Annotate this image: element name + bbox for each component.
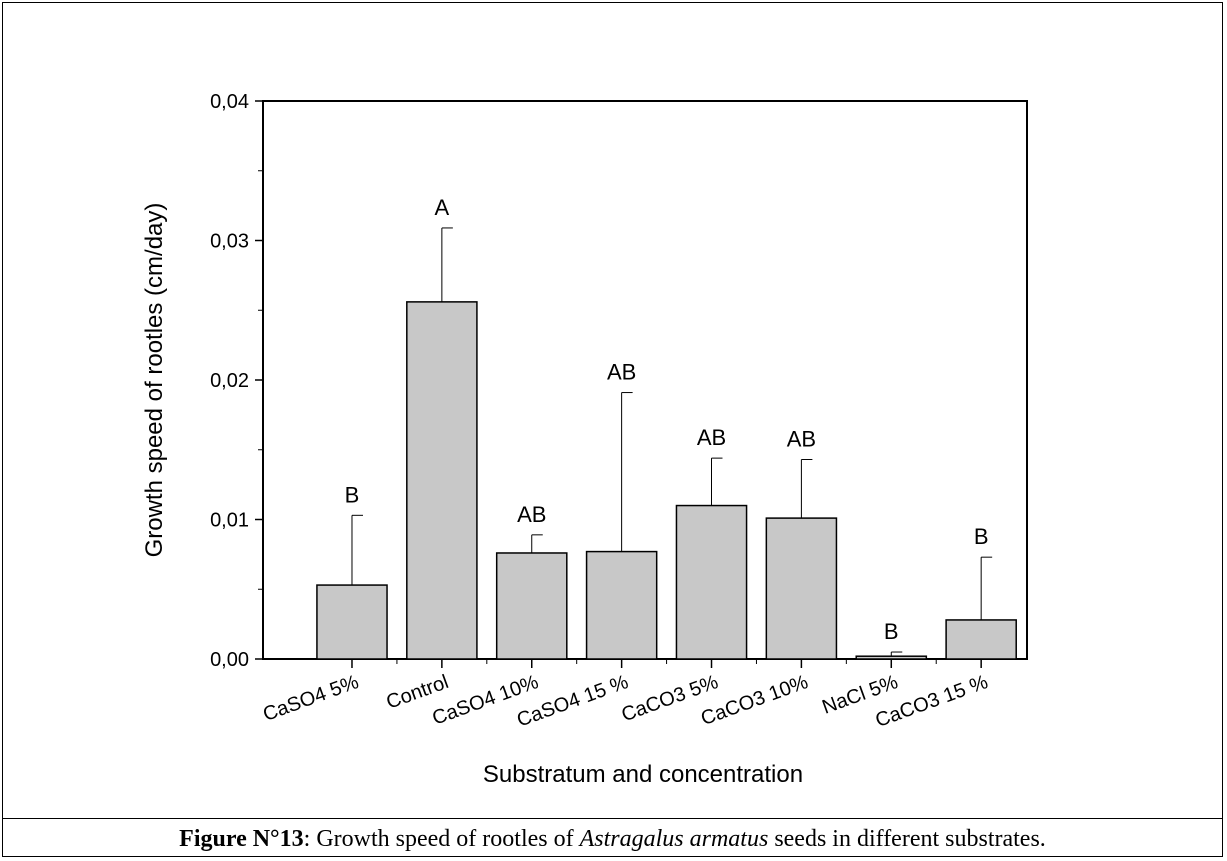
figure-caption: Figure N°13: Growth speed of rootles of …: [2, 822, 1223, 856]
significance-label: AB: [697, 425, 726, 450]
y-tick-label: 0,04: [210, 91, 249, 113]
bar: [585, 550, 658, 660]
species-name: Astragalus armatus: [579, 826, 769, 852]
chart-labels: 0,00 0,01 0,02 0,03 0,04 Growth speed of root…: [141, 91, 991, 788]
caption-text-after: seeds in different substrates.: [768, 826, 1046, 852]
y-tick-label: 0,02: [210, 370, 249, 392]
significance-label: AB: [607, 360, 636, 385]
significance-label: B: [345, 482, 360, 507]
bar: [406, 301, 478, 660]
bar-chart: 0,00 0,01 0,02 0,03 0,04 Growth speed of root…: [141, 91, 1028, 788]
significance-label: A: [435, 195, 450, 220]
y-axis-title: Growth speed of rootles (cm/day): [141, 203, 168, 558]
x-axis-title: Substratum and concentration: [483, 761, 803, 788]
caption-divider: [2, 818, 1223, 819]
y-tick-label: 0,00: [210, 649, 249, 671]
bar: [495, 552, 568, 660]
bar: [855, 655, 928, 660]
chart-bars: [316, 227, 1017, 660]
significance-label: B: [974, 524, 989, 549]
significance-label: AB: [787, 427, 816, 452]
bar: [765, 517, 838, 660]
significance-label: AB: [517, 502, 546, 527]
x-tick-label: CaSO4 5%: [260, 671, 362, 726]
bar: [675, 504, 748, 660]
figure-number: Figure N°13: [179, 826, 304, 852]
bar: [945, 619, 1017, 660]
significance-label: B: [884, 619, 899, 644]
y-tick-label: 0,01: [210, 510, 249, 532]
caption-text-before: : Growth speed of rootles of: [303, 826, 580, 852]
y-tick-label: 0,03: [210, 231, 249, 253]
bar: [316, 584, 388, 660]
